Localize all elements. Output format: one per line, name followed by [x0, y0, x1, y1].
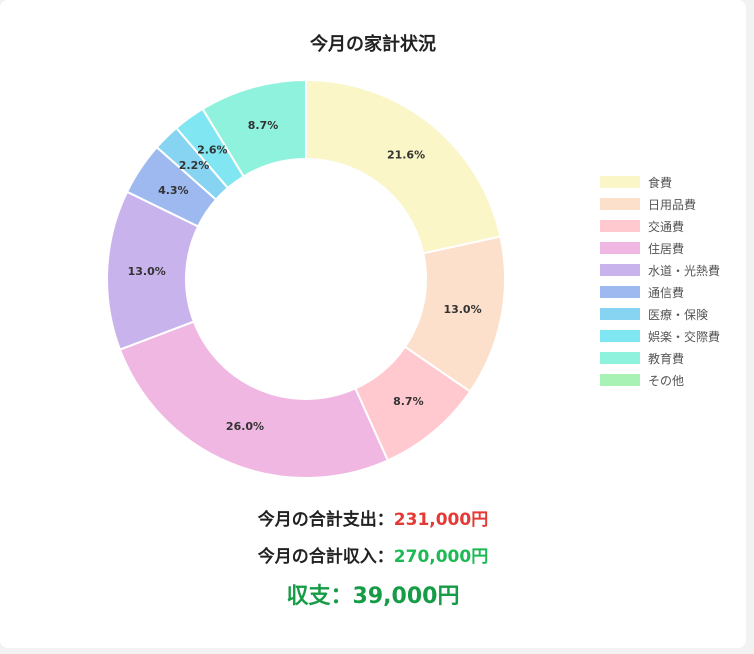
legend-swatch — [600, 264, 640, 276]
slice-value-label: 13.0% — [128, 265, 166, 278]
legend-item[interactable]: 交通費 — [600, 215, 740, 237]
legend-swatch — [600, 242, 640, 254]
total-expense-label: 今月の合計支出： — [257, 510, 394, 530]
legend-item[interactable]: 住居費 — [600, 237, 740, 259]
legend-label: 交通費 — [648, 219, 685, 234]
slice-value-label: 13.0% — [443, 303, 481, 316]
total-expense-value: 231,000円 — [393, 510, 489, 530]
legend-item[interactable]: 通信費 — [600, 281, 740, 303]
chart-title: 今月の家計状況 — [310, 34, 436, 55]
slice-value-label: 8.7% — [248, 119, 279, 132]
legend-label: 水道・光熱費 — [648, 263, 721, 278]
slice-value-label: 2.2% — [179, 159, 210, 172]
legend-item[interactable]: 医療・保険 — [600, 303, 740, 325]
legend-swatch — [600, 286, 640, 298]
legend-swatch — [600, 220, 640, 232]
legend-label: 日用品費 — [648, 197, 697, 212]
slice-value-label: 4.3% — [158, 184, 189, 197]
donut-slices — [106, 78, 506, 479]
chart-legend: 食費日用品費交通費住居費水道・光熱費 通信費医療・保険娯楽・交際費 教育費その他 — [600, 171, 740, 391]
slice-1[interactable] — [305, 78, 502, 255]
legend-swatch — [600, 374, 640, 386]
legend-item[interactable]: 娯楽・交際費 — [600, 325, 740, 347]
slice-4[interactable] — [118, 320, 390, 479]
legend-label: 住居費 — [648, 241, 685, 256]
total-income-row: 今月の合計収入：270,000円 — [0, 542, 746, 567]
legend-item[interactable]: 教育費 — [600, 347, 740, 369]
total-income-label: 今月の合計収入： — [257, 547, 394, 567]
legend-label: 通信費 — [648, 285, 685, 300]
total-expense-row: 今月の合計支出：231,000円 — [0, 505, 746, 530]
donut-value-labels: 21.6% 13.0% 8.7% 26.0% 13.0% 4.3% 2.2% 2.6% 8.7% — [128, 119, 482, 433]
balance-label: 収支： — [286, 584, 353, 609]
slice-value-label: 8.7% — [393, 395, 424, 408]
balance-row: 収支：39,000円 — [0, 578, 746, 610]
slice-value-label: 2.6% — [197, 143, 228, 156]
balance-value: 39,000円 — [352, 584, 460, 609]
legend-label: 医療・保険 — [648, 307, 709, 322]
total-income-value: 270,000円 — [393, 547, 489, 567]
legend-label: 娯楽・交際費 — [648, 329, 721, 344]
legend-swatch — [600, 176, 640, 188]
legend-item[interactable]: その他 — [600, 369, 740, 391]
legend-swatch — [600, 308, 640, 320]
legend-item[interactable]: 食費 — [600, 171, 740, 193]
legend-label: その他 — [648, 373, 685, 388]
legend-label: 教育費 — [648, 351, 685, 366]
legend-swatch — [600, 198, 640, 210]
slice-value-label: 21.6% — [387, 148, 425, 161]
slice-value-label: 26.0% — [226, 420, 264, 433]
legend-item[interactable]: 水道・光熱費 — [600, 259, 740, 281]
legend-swatch — [600, 330, 640, 342]
legend-label: 食費 — [648, 175, 673, 190]
slice-9[interactable] — [201, 78, 307, 178]
legend-swatch — [600, 352, 640, 364]
legend-item[interactable]: 日用品費 — [600, 193, 740, 215]
donut-chart: 21.6% 13.0% 8.7% 26.0% 13.0% 4.3% 2.2% 2.6% 8.7% — [106, 78, 506, 479]
